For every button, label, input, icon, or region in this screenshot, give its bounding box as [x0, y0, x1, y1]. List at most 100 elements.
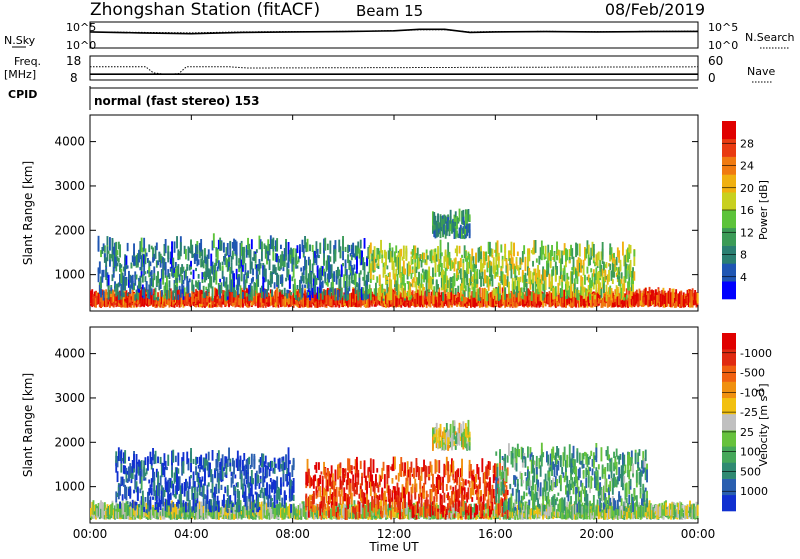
heatmap-cell: [376, 276, 378, 283]
heatmap-cell: [288, 290, 290, 294]
heatmap-cell: [375, 288, 377, 292]
heatmap-cell: [360, 270, 362, 274]
heatmap-cell: [464, 292, 466, 297]
beam-label: Beam 15: [356, 2, 423, 20]
heatmap-cell: [370, 278, 372, 283]
heatmap-cell: [196, 245, 198, 254]
heatmap-cell: [127, 293, 129, 297]
colorbar-tick-label: 20: [740, 182, 754, 195]
heatmap-cell: [507, 264, 509, 276]
heatmap-cell: [276, 238, 278, 252]
heatmap-cell: [212, 286, 214, 300]
heatmap-cell: [373, 275, 375, 280]
freq-tick-low: 8: [70, 71, 78, 85]
heatmap-cell: [198, 259, 200, 265]
colorbar-tick-label: 12: [740, 226, 754, 239]
heatmap-cell: [199, 282, 201, 290]
heatmap-cell: [285, 278, 287, 282]
heatmap-cell: [469, 223, 471, 236]
heatmap-cell: [437, 246, 439, 260]
noise-left-tick-low: 10^0: [66, 39, 96, 52]
heatmap-cell: [222, 262, 224, 266]
heatmap-cell: [606, 296, 608, 301]
heatmap-cell: [103, 270, 105, 277]
heatmap-cell: [189, 293, 191, 297]
heatmap-cell: [504, 287, 506, 300]
heatmap-cell: [289, 275, 291, 289]
heatmap-cell: [478, 288, 480, 294]
heatmap-cell: [319, 243, 321, 254]
nave-series-line: [90, 67, 698, 75]
heatmap-cell: [186, 267, 188, 271]
heatmap-cell: [335, 249, 337, 262]
heatmap-cell: [108, 251, 110, 254]
heatmap-cell: [245, 263, 247, 270]
heatmap-cell: [165, 262, 167, 275]
heatmap-cell: [188, 285, 190, 294]
nsky-label: N.Sky: [4, 34, 36, 47]
heatmap-cell: [169, 280, 171, 287]
heatmap-cell: [626, 295, 628, 300]
heatmap-cell: [227, 285, 229, 297]
heatmap-cell: [409, 265, 411, 274]
heatmap-cell: [568, 277, 570, 280]
heatmap-cell: [525, 257, 527, 271]
heatmap-cell: [566, 249, 568, 260]
heatmap-cell: [302, 284, 304, 297]
heatmap-cell: [340, 251, 342, 259]
heatmap-cell: [127, 265, 129, 268]
freq-panel-frame: [90, 56, 698, 80]
heatmap-cell: [633, 257, 635, 266]
heatmap-cell: [497, 240, 499, 253]
heatmap-cell: [481, 272, 483, 278]
heatmap-cell: [305, 260, 307, 269]
heatmap-cell: [633, 271, 635, 280]
heatmap-cell: [379, 275, 381, 285]
heatmap-cell: [290, 292, 292, 295]
heatmap-cell: [208, 249, 210, 259]
heatmap-cell: [255, 254, 257, 264]
heatmap-cell: [269, 259, 271, 270]
heatmap-cell: [161, 290, 163, 297]
heatmap-cell: [432, 268, 434, 278]
power-ylabel: Slant Range [km]: [21, 161, 35, 265]
heatmap-cell: [272, 238, 274, 252]
heatmap-cell: [360, 240, 362, 249]
heatmap-cell: [697, 293, 699, 302]
heatmap-cell: [342, 263, 344, 266]
heatmap-cell: [300, 268, 302, 272]
heatmap-cell: [384, 292, 386, 296]
heatmap-cell: [272, 252, 274, 261]
heatmap-cell: [576, 244, 578, 256]
heatmap-cell: [240, 285, 242, 298]
heatmap-cell: [517, 252, 519, 257]
heatmap-cell: [169, 273, 171, 279]
heatmap-cell: [348, 245, 350, 252]
heatmap-cell: [374, 246, 376, 259]
heatmap-cell: [461, 255, 463, 258]
heatmap-cell: [616, 257, 618, 266]
heatmap-cell: [405, 251, 407, 261]
heatmap-cell: [281, 290, 283, 295]
heatmap-cell: [222, 265, 224, 270]
heatmap-cell: [131, 264, 133, 268]
heatmap-cell: [265, 269, 267, 282]
heatmap-cell: [441, 252, 443, 256]
heatmap-cell: [251, 261, 253, 269]
heatmap-cell: [333, 271, 335, 282]
heatmap-cell: [219, 262, 221, 270]
heatmap-cell: [511, 242, 513, 254]
heatmap-cell: [536, 258, 538, 262]
heatmap-cell: [457, 275, 459, 280]
heatmap-cell: [297, 265, 299, 268]
heatmap-cell: [146, 281, 148, 290]
colorbar-segment: [722, 139, 736, 157]
heatmap-cell: [390, 280, 392, 294]
heatmap-cell: [108, 285, 110, 297]
heatmap-cell: [561, 257, 563, 265]
heatmap-cell: [195, 268, 197, 271]
heatmap-cell: [617, 287, 619, 296]
station-title: Zhongshan Station (fitACF): [90, 0, 320, 20]
heatmap-cell: [251, 286, 253, 301]
heatmap-cell: [606, 262, 608, 268]
